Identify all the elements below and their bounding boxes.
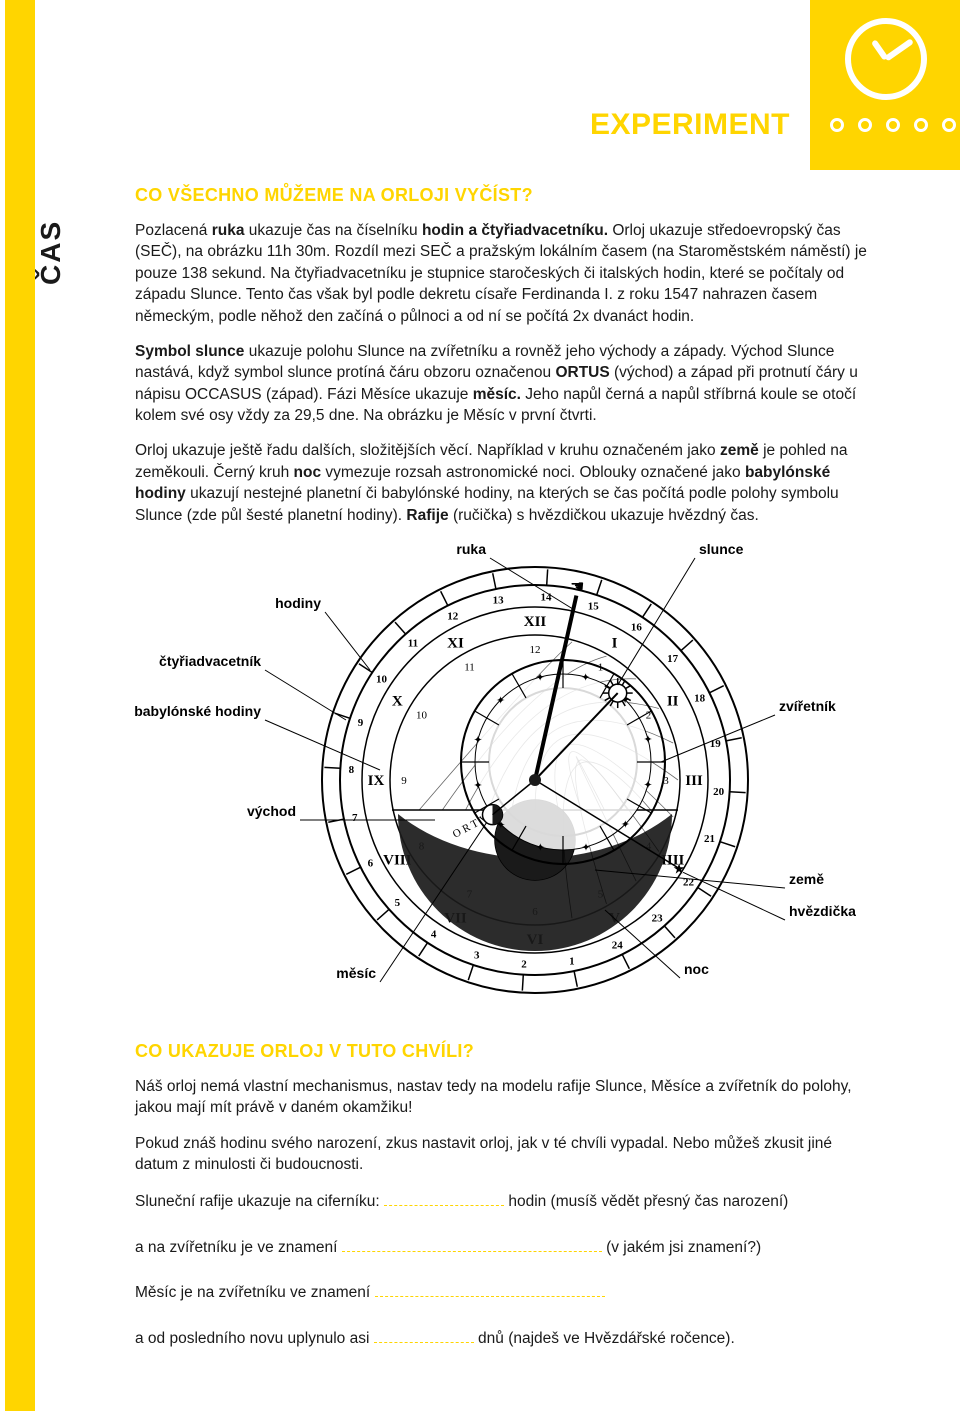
svg-text:babylónské hodiny: babylónské hodiny: [135, 703, 261, 719]
paragraph-5: Pokud znáš hodinu svého narození, zkus n…: [135, 1133, 875, 1176]
side-vertical-label: ČAS: [35, 220, 67, 285]
svg-text:8: 8: [349, 764, 355, 776]
svg-text:23: 23: [652, 913, 664, 925]
svg-text:hodiny: hodiny: [275, 595, 321, 611]
svg-text:noc: noc: [684, 961, 709, 977]
paragraph-1: Pozlacená ruka ukazuje čas na číselníku …: [135, 220, 875, 327]
section-title: EXPERIMENT: [590, 108, 790, 142]
svg-text:18: 18: [694, 693, 706, 705]
fill3-pre: Měsíc je na zvířetníku ve znamení: [135, 1284, 370, 1301]
svg-text:1: 1: [569, 955, 575, 967]
svg-text:6: 6: [368, 857, 374, 869]
svg-text:země: země: [789, 871, 824, 887]
svg-text:✦: ✦: [643, 734, 652, 746]
svg-text:východ: východ: [247, 803, 296, 819]
blank-1[interactable]: [384, 1189, 504, 1206]
fill2-pre: a na zvířetníku je ve znamení: [135, 1239, 337, 1256]
svg-text:XII: XII: [524, 614, 547, 630]
paragraph-2: Symbol slunce ukazuje polohu Slunce na z…: [135, 341, 875, 427]
dot-row-icon: [830, 118, 960, 132]
svg-text:11: 11: [464, 661, 475, 673]
svg-text:10: 10: [376, 673, 388, 685]
svg-text:16: 16: [631, 621, 643, 633]
blank-2[interactable]: [342, 1235, 602, 1252]
svg-text:17: 17: [667, 653, 679, 665]
fill2-post: (v jakém jsi znamení?): [606, 1239, 761, 1256]
paragraph-4: Náš orloj nemá vlastní mechanismus, nast…: [135, 1076, 875, 1119]
svg-text:✦: ✦: [581, 672, 590, 684]
svg-text:★: ★: [673, 860, 686, 876]
svg-text:9: 9: [401, 775, 407, 787]
svg-text:✦: ✦: [496, 695, 505, 707]
svg-text:✦: ✦: [473, 734, 482, 746]
svg-text:2: 2: [521, 959, 527, 971]
fill-line-1: Sluneční rafije ukazuje na ciferníku: ho…: [135, 1189, 875, 1212]
svg-text:☚: ☚: [570, 579, 584, 596]
fill-line-3: Měsíc je na zvířetníku ve znamení: [135, 1280, 875, 1303]
svg-text:XI: XI: [447, 635, 464, 651]
fill1-post: hodin (musíš vědět přesný čas narození): [508, 1193, 788, 1210]
header-corner-block: [810, 0, 960, 170]
svg-text:✦: ✦: [643, 779, 652, 791]
svg-text:✦: ✦: [621, 819, 630, 831]
svg-text:20: 20: [713, 786, 725, 798]
left-accent-stripe: [5, 0, 35, 1411]
fill-line-4: a od posledního novu uplynulo asi dnů (n…: [135, 1326, 875, 1349]
svg-text:3: 3: [474, 949, 480, 961]
blank-3[interactable]: [375, 1280, 605, 1297]
svg-text:12: 12: [447, 610, 459, 622]
svg-text:7: 7: [352, 812, 358, 824]
svg-text:čtyřiadvacetník: čtyřiadvacetník: [159, 653, 261, 669]
svg-text:✦: ✦: [535, 672, 544, 684]
fill4-pre: a od posledního novu uplynulo asi: [135, 1330, 369, 1347]
svg-text:zvířetník: zvířetník: [779, 698, 836, 714]
svg-text:✦: ✦: [536, 842, 545, 854]
svg-text:I: I: [612, 635, 618, 651]
main-content: CO VŠECHNO MŮŽEME NA ORLOJI VYČÍST? Pozl…: [135, 185, 875, 1371]
heading-2: CO UKAZUJE ORLOJ V TUTO CHVÍLI?: [135, 1041, 875, 1062]
heading-1: CO VŠECHNO MŮŽEME NA ORLOJI VYČÍST?: [135, 185, 875, 206]
svg-text:4: 4: [431, 928, 437, 940]
svg-text:5: 5: [395, 897, 401, 909]
svg-text:✦: ✦: [581, 842, 590, 854]
svg-text:ruka: ruka: [456, 541, 486, 557]
fill1-pre: Sluneční rafije ukazuje na ciferníku:: [135, 1193, 380, 1210]
blank-4[interactable]: [374, 1326, 474, 1343]
svg-text:10: 10: [416, 709, 428, 721]
svg-text:III: III: [685, 773, 703, 789]
svg-text:slunce: slunce: [699, 541, 744, 557]
svg-text:IX: IX: [368, 773, 385, 789]
svg-text:11: 11: [408, 637, 418, 649]
svg-text:✦: ✦: [473, 780, 482, 792]
clock-icon: [845, 18, 927, 100]
svg-text:12: 12: [530, 644, 541, 656]
fill-line-2: a na zvířetníku je ve znamení (v jakém j…: [135, 1235, 875, 1258]
svg-text:II: II: [667, 693, 679, 709]
svg-text:24: 24: [612, 939, 624, 951]
svg-text:13: 13: [493, 595, 505, 607]
paragraph-3: Orloj ukazuje ještě řadu dalších, složit…: [135, 440, 875, 526]
orloj-diagram: 141516171819202122232412345678910111213X…: [135, 540, 875, 1015]
fill4-post: dnů (najdeš ve Hvězdářské ročence).: [478, 1330, 735, 1347]
svg-text:X: X: [392, 693, 403, 709]
svg-text:měsíc: měsíc: [336, 965, 376, 981]
svg-text:hvězdička: hvězdička: [789, 903, 856, 919]
svg-text:9: 9: [358, 717, 364, 729]
svg-text:21: 21: [704, 833, 715, 845]
svg-text:15: 15: [588, 600, 600, 612]
